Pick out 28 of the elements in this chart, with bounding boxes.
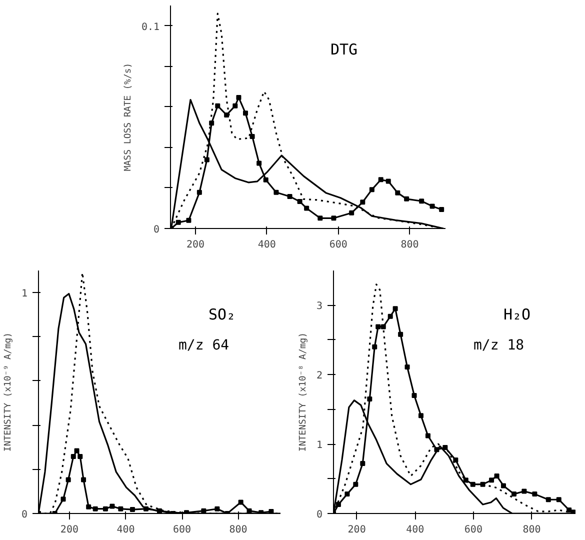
x-tick-label: 200 <box>186 240 205 250</box>
x-tick-label: 600 <box>329 240 348 250</box>
x-tick-label: 600 <box>464 524 482 536</box>
x-tick-label: 600 <box>172 524 192 536</box>
x-tick-label: 400 <box>406 524 424 536</box>
y-tick-label: 1 <box>316 440 323 452</box>
text: SO₂ <box>208 306 236 324</box>
x-tick-label: 400 <box>258 240 276 250</box>
y-axis-title: INTENSITY (x10⁻⁹ A/mg) <box>3 332 14 452</box>
annotation: m/z 64 <box>178 338 230 354</box>
y-tick-label: 0 <box>316 510 323 520</box>
text: H₂O <box>504 306 531 324</box>
y-tick-label: 2 <box>316 370 323 382</box>
x-tick-label: 800 <box>229 524 248 536</box>
x-tick-label: 200 <box>60 524 78 536</box>
x-tick-label: 400 <box>116 524 135 536</box>
y-axis-title: INTENSITY (x10⁻⁸ A/mg) <box>298 332 308 452</box>
y-tick-label: 0 <box>153 224 160 236</box>
y-axis-title: MASS LOSS RATE (%/s) <box>123 62 134 172</box>
y-tick-label: 3 <box>316 301 323 312</box>
annotation: m/z 18 <box>474 338 524 354</box>
x-tick-label: 200 <box>348 524 366 536</box>
x-tick-label: 800 <box>400 240 419 250</box>
x-tick-label: 800 <box>522 524 541 536</box>
y-tick-label: 0.1 <box>141 22 160 33</box>
y-tick-label: 1 <box>21 288 28 300</box>
y-tick-label: 0 <box>21 510 28 520</box>
text: DTG <box>330 40 358 58</box>
